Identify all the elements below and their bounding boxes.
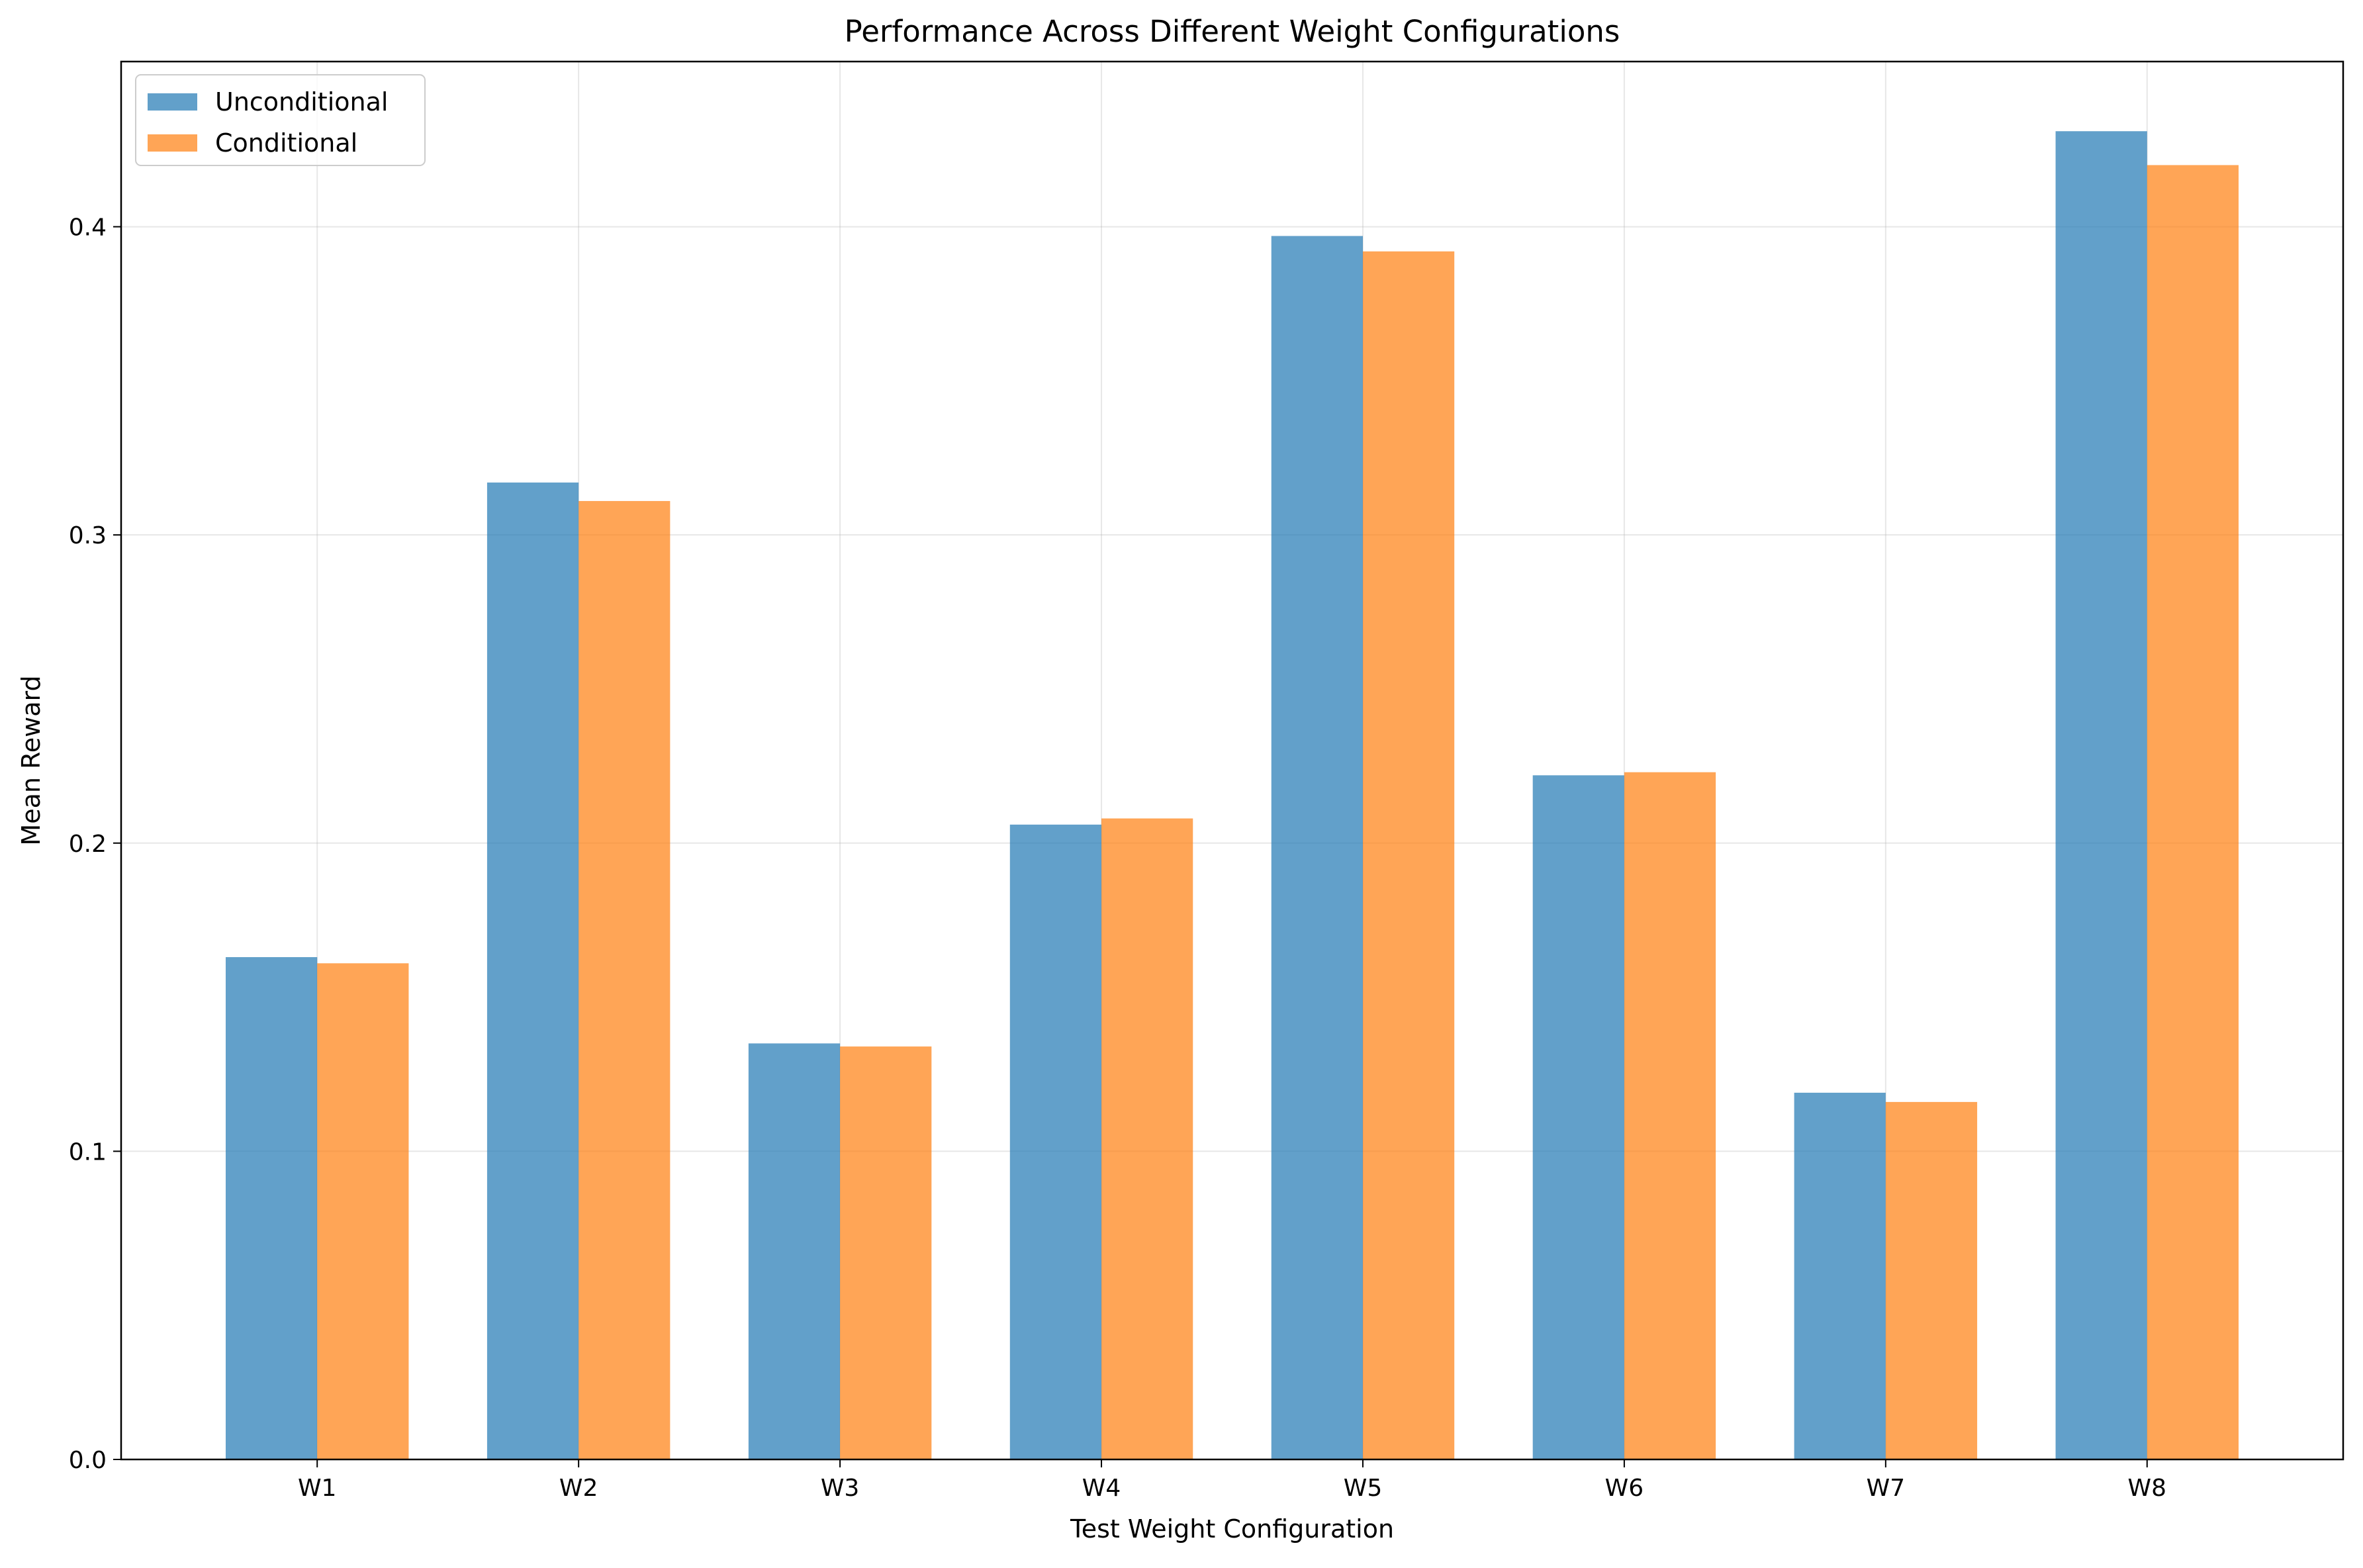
y-tick-label: 0.1 bbox=[69, 1138, 107, 1166]
x-tick-label-w2: W2 bbox=[559, 1475, 598, 1502]
bar-conditional-w4 bbox=[1101, 818, 1193, 1459]
legend-box bbox=[135, 74, 426, 166]
legend: Unconditional Conditional bbox=[135, 74, 426, 166]
bar-unconditional-w2 bbox=[486, 483, 579, 1459]
bar-unconditional-w1 bbox=[225, 957, 318, 1459]
bar-conditional-w3 bbox=[840, 1046, 932, 1459]
axes-frame bbox=[120, 60, 2344, 1461]
x-tick-label-w7: W7 bbox=[1867, 1475, 1906, 1502]
bar-unconditional-w4 bbox=[1009, 824, 1102, 1459]
ticks-layer: 0.0 0.1 0.2 0.3 0.4 W1 W2 W3 W4 W5 W6 W7 W8 bbox=[69, 214, 2166, 1502]
x-tick-label-w5: W5 bbox=[1344, 1475, 1383, 1502]
y-tick-label: 0.4 bbox=[69, 214, 107, 242]
y-tick-label: 0.3 bbox=[69, 522, 107, 549]
x-tick-label-w4: W4 bbox=[1082, 1475, 1121, 1502]
legend-label-conditional: Conditional bbox=[215, 128, 357, 158]
bar-conditional-w1 bbox=[317, 963, 409, 1459]
chart-title: Performance Across Different Weight Conf… bbox=[845, 14, 1620, 49]
bar-conditional-w7 bbox=[1885, 1101, 1978, 1459]
y-tick-label: 0.0 bbox=[69, 1447, 107, 1474]
bar-conditional-w6 bbox=[1624, 772, 1716, 1459]
x-tick-label-w8: W8 bbox=[2128, 1475, 2167, 1502]
bar-conditional-w5 bbox=[1362, 251, 1455, 1459]
bar-conditional-w2 bbox=[579, 500, 671, 1459]
x-tick-label-w1: W1 bbox=[298, 1475, 337, 1502]
bar-unconditional-w8 bbox=[2055, 131, 2147, 1459]
bar-unconditional-w7 bbox=[1794, 1092, 1886, 1459]
bar-unconditional-w3 bbox=[748, 1043, 841, 1459]
bars-layer bbox=[225, 131, 2239, 1459]
bar-conditional-w8 bbox=[2147, 165, 2239, 1459]
legend-swatch-unconditional bbox=[148, 93, 197, 111]
legend-swatch-conditional bbox=[148, 134, 197, 152]
bar-unconditional-w5 bbox=[1271, 236, 1363, 1459]
y-tick-label: 0.2 bbox=[69, 831, 107, 858]
y-axis-label: Mean Reward bbox=[17, 675, 46, 845]
legend-label-unconditional: Unconditional bbox=[215, 87, 388, 116]
x-tick-label-w3: W3 bbox=[821, 1475, 860, 1502]
bar-unconditional-w6 bbox=[1532, 775, 1624, 1459]
x-axis-label: Test Weight Configuration bbox=[1070, 1514, 1394, 1544]
x-tick-label-w6: W6 bbox=[1605, 1475, 1644, 1502]
